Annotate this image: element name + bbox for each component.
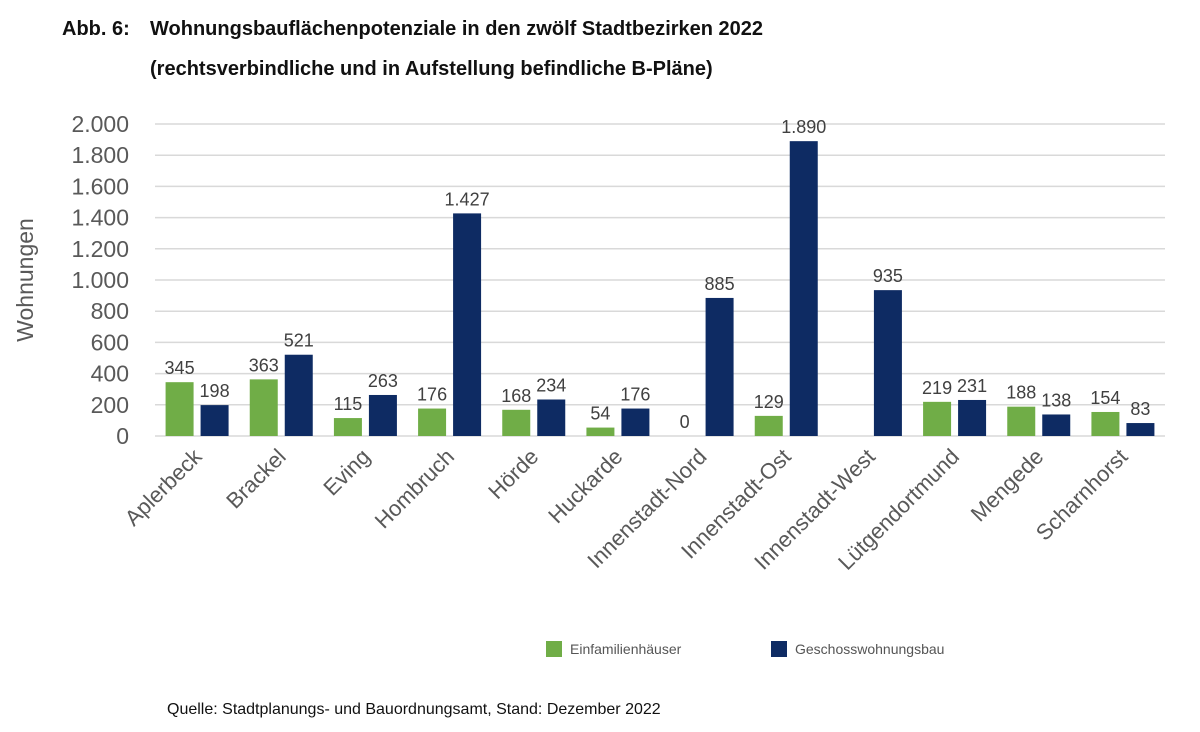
data-label-huckarde-series-2: 176 [620, 385, 650, 405]
data-label-innenstadt-nord-series-1: 0 [680, 412, 690, 432]
data-label-scharnhorst-series-2: 83 [1130, 399, 1150, 419]
bar-innenstadt-west-series-2 [873, 290, 902, 436]
x-tick-label-scharnhorst: Scharnhorst [1031, 444, 1133, 546]
bar-h-rde-series-2 [537, 399, 566, 436]
data-label-h-rde-series-1: 168 [501, 386, 531, 406]
data-label-innenstadt-ost-series-2: 1.890 [781, 117, 826, 137]
bar-hombruch-series-1 [418, 408, 447, 436]
bar-l-tgendortmund-series-1 [923, 401, 952, 436]
data-label-l-tgendortmund-series-1: 219 [922, 378, 952, 398]
bar-innenstadt-nord-series-2 [705, 297, 734, 436]
y-tick-label: 200 [91, 392, 129, 418]
y-tick-label: 1.400 [71, 205, 129, 231]
bar-l-tgendortmund-series-2 [958, 399, 987, 436]
data-label-hombruch-series-2: 1.427 [445, 189, 490, 209]
bar-mengede-series-1 [1007, 406, 1036, 436]
figure-label: Abb. 6: [62, 18, 130, 40]
data-label-huckarde-series-1: 54 [590, 404, 610, 424]
data-label-brackel-series-2: 521 [284, 331, 314, 351]
data-label-l-tgendortmund-series-2: 231 [957, 376, 987, 396]
bar-mengede-series-2 [1042, 414, 1071, 436]
bar-hombruch-series-2 [453, 213, 482, 436]
data-label-brackel-series-1: 363 [249, 355, 279, 375]
y-tick-label: 1.600 [71, 173, 129, 199]
bar-aplerbeck-series-1 [165, 382, 194, 436]
chart-title: Wohnungsbauflächenpotenziale in den zwöl… [150, 18, 764, 40]
data-label-h-rde-series-2: 234 [536, 375, 566, 395]
data-label-eving-series-2: 263 [368, 371, 398, 391]
data-label-aplerbeck-series-1: 345 [165, 358, 195, 378]
data-label-mengede-series-2: 138 [1041, 390, 1071, 410]
legend-swatch-einfamilienhaeuser [546, 641, 562, 657]
data-label-innenstadt-west-series-2: 935 [873, 266, 903, 286]
data-label-hombruch-series-1: 176 [417, 385, 447, 405]
legend-item-geschosswohnungsbau: Geschosswohnungsbau [771, 641, 944, 657]
chart-subtitle: (rechtsverbindliche und in Aufstellung b… [150, 58, 713, 80]
data-label-mengede-series-1: 188 [1006, 383, 1036, 403]
y-tick-label: 1.200 [71, 236, 129, 262]
y-tick-label: 1.000 [71, 267, 129, 293]
bar-eving-series-2 [368, 394, 397, 436]
y-tick-label: 0 [116, 423, 129, 449]
data-label-innenstadt-nord-series-2: 885 [705, 274, 735, 294]
data-label-scharnhorst-series-1: 154 [1090, 388, 1120, 408]
legend-item-einfamilienhaeuser: Einfamilienhäuser [546, 641, 681, 657]
x-tick-label-h-rde: Hörde [483, 444, 543, 504]
bar-h-rde-series-1 [502, 409, 531, 436]
y-tick-label: 400 [91, 361, 129, 387]
data-label-innenstadt-ost-series-1: 129 [754, 392, 784, 412]
bar-scharnhorst-series-2 [1126, 423, 1155, 436]
bar-innenstadt-ost-series-1 [754, 415, 783, 436]
x-tick-label-eving: Eving [318, 444, 375, 501]
x-tick-label-hombruch: Hombruch [370, 444, 459, 533]
bar-huckarde-series-1 [586, 427, 615, 436]
bar-brackel-series-2 [284, 354, 313, 436]
x-tick-label-huckarde: Huckarde [543, 444, 627, 528]
y-tick-label: 2.000 [71, 111, 129, 137]
x-tick-label-aplerbeck: Aplerbeck [120, 443, 208, 531]
bar-aplerbeck-series-2 [200, 405, 229, 436]
bar-eving-series-1 [333, 418, 362, 436]
x-tick-label-brackel: Brackel [221, 444, 291, 514]
legend-label-einfamilienhaeuser: Einfamilienhäuser [570, 641, 682, 657]
y-tick-label: 1.800 [71, 142, 129, 168]
bar-huckarde-series-2 [621, 408, 650, 436]
bar-innenstadt-ost-series-2 [789, 141, 818, 436]
x-tick-label-mengede: Mengede [966, 444, 1049, 527]
data-label-eving-series-1: 115 [334, 394, 363, 414]
bar-scharnhorst-series-1 [1091, 411, 1120, 436]
y-tick-label: 600 [91, 329, 129, 355]
legend-label-geschosswohnungsbau: Geschosswohnungsbau [795, 641, 945, 657]
bar-brackel-series-1 [249, 379, 278, 436]
source-note: Quelle: Stadtplanungs- und Bauordnungsam… [167, 701, 661, 718]
legend-swatch-geschosswohnungsbau [771, 641, 787, 657]
y-tick-label: 800 [91, 298, 129, 324]
y-axis-title: Wohnungen [12, 218, 38, 342]
data-label-aplerbeck-series-2: 198 [200, 381, 230, 401]
